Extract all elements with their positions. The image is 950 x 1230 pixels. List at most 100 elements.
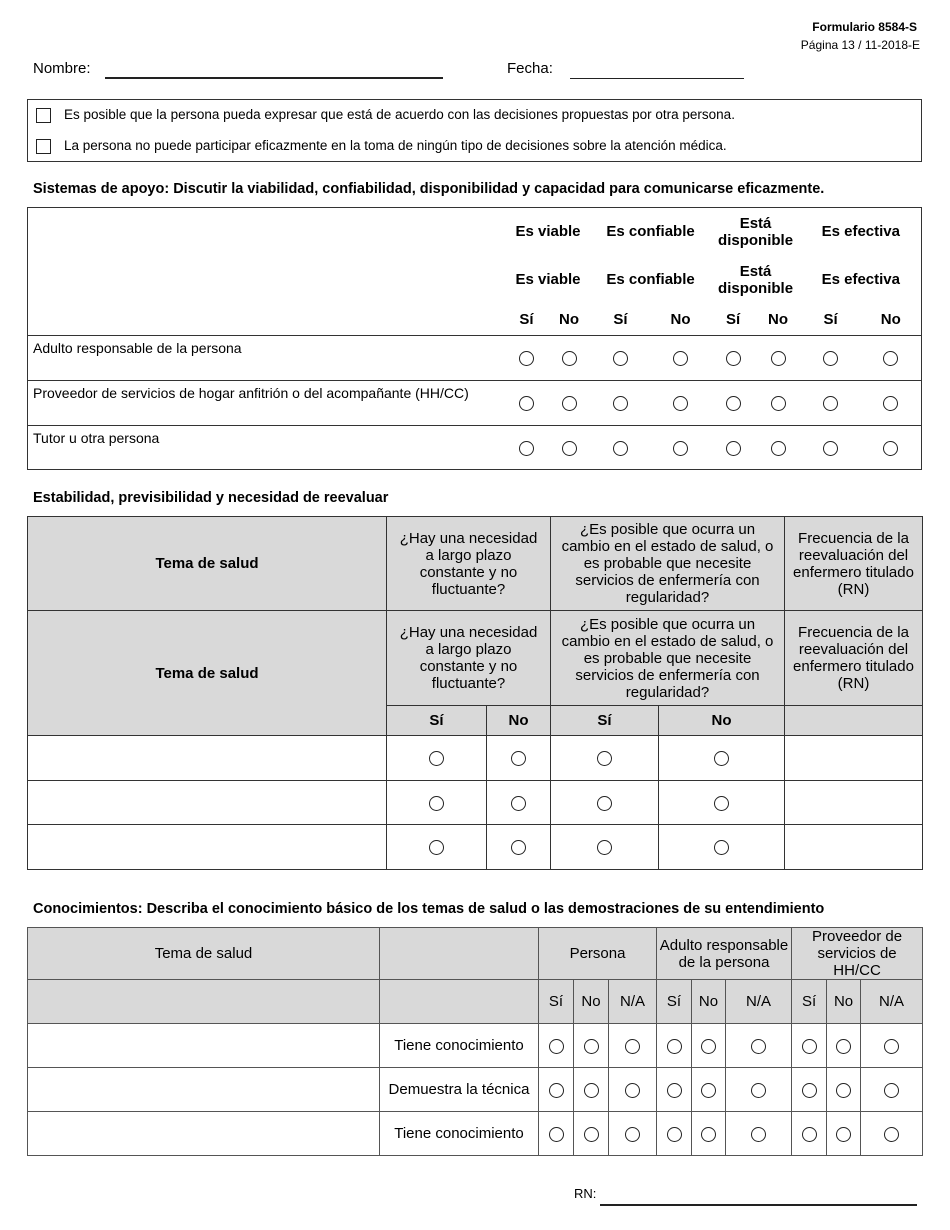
date-field[interactable] <box>570 78 744 79</box>
yes-radio[interactable] <box>801 1082 817 1098</box>
col-yes: Sí <box>519 310 534 328</box>
na-radio[interactable] <box>625 1126 640 1142</box>
yes-radio[interactable] <box>823 396 839 412</box>
yes-radio[interactable] <box>725 440 741 456</box>
name-field[interactable] <box>105 77 443 79</box>
no-radio[interactable] <box>701 1082 717 1098</box>
yes-radio[interactable] <box>725 396 741 412</box>
support-table: Es viable Es confiable Está disponible Es e… <box>27 207 923 470</box>
sub-col: No <box>691 979 727 1024</box>
rn-label: RN: <box>574 1186 597 1201</box>
no-radio[interactable] <box>701 1038 717 1054</box>
yes-radio[interactable] <box>519 396 534 412</box>
no-radio[interactable] <box>770 440 786 456</box>
sub-col: No <box>573 979 609 1024</box>
rn-signature-field[interactable] <box>600 1204 917 1206</box>
row-label: Demuestra la técnica <box>379 1067 539 1112</box>
na-radio[interactable] <box>751 1126 767 1142</box>
yes-radio[interactable] <box>666 1038 682 1054</box>
no-radio[interactable] <box>561 440 577 456</box>
col-frequency: Frecuencia de la reevaluación del enferm… <box>784 516 923 611</box>
no-radio[interactable] <box>770 351 786 367</box>
yes-radio[interactable] <box>548 1038 564 1054</box>
no-radio[interactable] <box>673 440 689 456</box>
stability-table: Tema de salud ¿Hay una necesidad a largo … <box>27 516 923 870</box>
no-radio[interactable] <box>583 1038 599 1054</box>
no-radio[interactable] <box>836 1038 852 1054</box>
row-label: Tiene conocimiento <box>379 1111 539 1156</box>
yes-radio[interactable] <box>801 1038 817 1054</box>
yes-radio[interactable] <box>597 795 612 811</box>
yes-radio[interactable] <box>613 440 629 456</box>
yes-radio[interactable] <box>666 1082 682 1098</box>
sub-col: N/A <box>860 979 924 1024</box>
yes-radio[interactable] <box>519 351 534 367</box>
no-radio[interactable] <box>583 1126 599 1142</box>
na-radio[interactable] <box>625 1082 640 1098</box>
option-checkbox-2[interactable] <box>36 139 51 154</box>
knowledge-table: Tema de salud Persona Adulto responsable d… <box>27 927 924 1156</box>
yes-radio[interactable] <box>725 351 741 367</box>
yes-radio[interactable] <box>613 396 629 412</box>
no-radio[interactable] <box>511 751 526 767</box>
no-radio[interactable] <box>561 351 577 367</box>
no-radio[interactable] <box>714 795 729 811</box>
no-radio[interactable] <box>836 1082 852 1098</box>
yes-radio[interactable] <box>519 440 534 456</box>
na-radio[interactable] <box>884 1126 900 1142</box>
no-radio[interactable] <box>701 1126 717 1142</box>
no-radio[interactable] <box>883 351 899 367</box>
na-radio[interactable] <box>884 1082 900 1098</box>
col-topic: Tema de salud <box>27 610 387 736</box>
yes-radio[interactable] <box>429 840 444 856</box>
no-radio[interactable] <box>836 1126 852 1142</box>
option-checkbox-1[interactable] <box>36 108 51 123</box>
yes-radio[interactable] <box>548 1126 564 1142</box>
yes-radio[interactable] <box>597 840 612 856</box>
no-radio[interactable] <box>673 351 689 367</box>
na-radio[interactable] <box>625 1038 640 1054</box>
na-radio[interactable] <box>751 1082 767 1098</box>
yes-radio[interactable] <box>548 1082 564 1098</box>
col-efectiva: Es efectiva <box>821 223 900 241</box>
yes-radio[interactable] <box>613 351 629 367</box>
no-radio[interactable] <box>883 440 899 456</box>
no-radio[interactable] <box>583 1082 599 1098</box>
col-yes: Sí <box>725 310 741 328</box>
no-radio[interactable] <box>714 751 729 767</box>
no-radio[interactable] <box>770 396 786 412</box>
yes-radio[interactable] <box>429 795 444 811</box>
name-label: Nombre: <box>33 60 91 77</box>
option-label-2: La persona no puede participar eficazmen… <box>64 138 727 153</box>
row-label: Tiene conocimiento <box>379 1023 539 1068</box>
col-longterm: ¿Hay una necesidad a largo plazo constan… <box>386 516 551 611</box>
col-yes: Sí <box>823 310 838 328</box>
support-title: Sistemas de apoyo: Discutir la viabilida… <box>33 181 825 197</box>
na-radio[interactable] <box>884 1038 900 1054</box>
yes-radio[interactable] <box>823 351 839 367</box>
col-no: No <box>658 705 785 736</box>
group-adult: Adulto responsable de la persona <box>656 927 793 980</box>
no-radio[interactable] <box>561 396 577 412</box>
form-number: Formulario 8584-S <box>812 20 917 34</box>
yes-radio[interactable] <box>823 440 839 456</box>
no-radio[interactable] <box>673 396 689 412</box>
col-topic: Tema de salud <box>27 927 380 980</box>
col-confiable: Es confiable <box>606 223 695 241</box>
sub-col: No <box>826 979 862 1024</box>
yes-radio[interactable] <box>429 751 444 767</box>
col-confiable: Es confiable <box>606 271 695 288</box>
no-radio[interactable] <box>511 840 526 856</box>
no-radio[interactable] <box>714 840 729 856</box>
no-radio[interactable] <box>883 396 899 412</box>
row-label: Adulto responsable de la persona <box>27 335 506 381</box>
col-no: No <box>559 310 579 328</box>
no-radio[interactable] <box>511 795 526 811</box>
yes-radio[interactable] <box>666 1126 682 1142</box>
page-number: Página 13 / 11-2018-E <box>800 38 920 52</box>
col-change: ¿Es posible que ocurra un cambio en el e… <box>550 610 785 706</box>
yes-radio[interactable] <box>801 1126 817 1142</box>
na-radio[interactable] <box>751 1038 767 1054</box>
col-yes: Sí <box>613 310 628 328</box>
yes-radio[interactable] <box>597 751 612 767</box>
